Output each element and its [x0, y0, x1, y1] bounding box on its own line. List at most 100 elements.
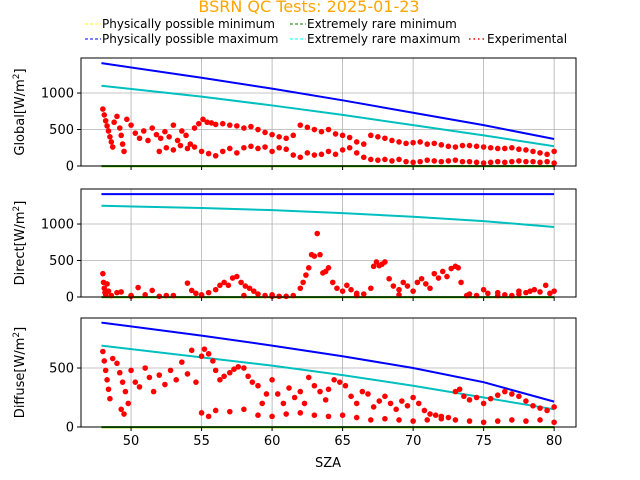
data-point	[226, 145, 233, 152]
data-point	[473, 159, 480, 166]
x-tick-label: 75	[475, 434, 492, 449]
data-point	[403, 158, 409, 165]
data-point	[121, 148, 127, 155]
data-point	[370, 263, 377, 270]
data-point	[234, 123, 240, 129]
data-point	[101, 358, 108, 364]
data-point	[410, 288, 416, 294]
data-point	[544, 407, 550, 414]
data-point	[339, 288, 346, 294]
data-point	[487, 159, 494, 166]
data-point	[205, 289, 212, 296]
data-point	[100, 270, 106, 277]
data-point	[386, 275, 392, 282]
data-point	[530, 158, 536, 165]
legend-label-phys-max: Physically possible maximum	[102, 32, 278, 46]
data-point	[208, 120, 215, 126]
data-point	[108, 139, 115, 145]
data-point	[523, 147, 529, 153]
panel-direct: 0 500 1000 Direct[W/m2]	[12, 188, 577, 306]
data-point	[262, 144, 268, 150]
line-extremely-rare-maximum	[101, 204, 555, 228]
data-point	[509, 158, 515, 165]
data-point	[305, 374, 312, 381]
data-point	[370, 404, 377, 410]
data-point	[516, 146, 522, 153]
data-point	[452, 157, 459, 163]
data-point	[255, 126, 261, 133]
data-point	[431, 158, 438, 164]
data-point	[487, 144, 494, 151]
data-point	[225, 282, 232, 289]
data-point	[516, 288, 522, 294]
data-point	[104, 281, 110, 287]
line-physically-possible-maximum	[101, 62, 555, 140]
data-point	[290, 132, 297, 139]
data-point	[297, 388, 304, 395]
data-point	[198, 148, 205, 155]
data-point	[452, 417, 459, 423]
data-point	[509, 391, 515, 397]
data-point	[410, 394, 416, 401]
data-point	[527, 288, 533, 294]
data-point	[297, 154, 304, 161]
data-point	[487, 395, 494, 402]
data-point	[375, 134, 381, 140]
data-point	[229, 275, 236, 281]
data-point	[544, 151, 550, 158]
data-point	[198, 410, 205, 416]
data-point	[153, 131, 160, 138]
data-point	[140, 128, 147, 134]
data-point	[415, 400, 422, 407]
data-point	[241, 125, 247, 131]
data-point	[346, 134, 353, 141]
data-point	[452, 388, 459, 395]
data-point	[156, 148, 163, 155]
data-point	[494, 289, 501, 296]
data-point	[387, 400, 394, 407]
data-point	[188, 347, 195, 354]
data-point	[248, 123, 254, 130]
legend-label-rare-max: Extremely rare maximum	[307, 32, 460, 46]
data-point	[184, 280, 191, 286]
data-point	[163, 144, 170, 151]
data-point	[157, 135, 164, 142]
data-point	[331, 377, 337, 383]
data-point	[353, 150, 360, 156]
data-point	[102, 367, 109, 374]
data-point	[494, 392, 501, 398]
line-extremely-rare-maximum	[101, 84, 555, 148]
data-point	[368, 132, 374, 139]
data-point	[418, 275, 425, 282]
data-point	[109, 144, 116, 150]
data-point	[516, 158, 522, 164]
data-point	[348, 393, 354, 400]
data-point	[410, 159, 416, 166]
data-point	[291, 394, 298, 401]
data-point	[114, 289, 120, 296]
data-point	[283, 146, 289, 153]
data-point	[156, 293, 163, 300]
data-point	[193, 290, 199, 297]
data-point	[183, 132, 189, 139]
data-point	[100, 348, 106, 355]
legend-entry-rare-min: Extremely rare minimum	[290, 17, 457, 31]
data-point	[255, 145, 261, 152]
data-point	[301, 400, 308, 407]
data-point	[360, 291, 367, 297]
data-point	[269, 377, 275, 383]
data-point	[262, 292, 268, 299]
data-point	[396, 139, 402, 145]
data-point	[238, 279, 244, 286]
data-point	[101, 112, 108, 118]
data-point	[456, 386, 463, 393]
data-point	[360, 154, 367, 161]
data-point	[404, 402, 411, 409]
data-point	[480, 160, 487, 166]
data-point	[317, 388, 323, 395]
data-point	[523, 289, 529, 296]
data-point	[297, 122, 304, 128]
data-point	[389, 158, 395, 164]
data-point	[410, 418, 416, 424]
data-point	[132, 130, 139, 136]
